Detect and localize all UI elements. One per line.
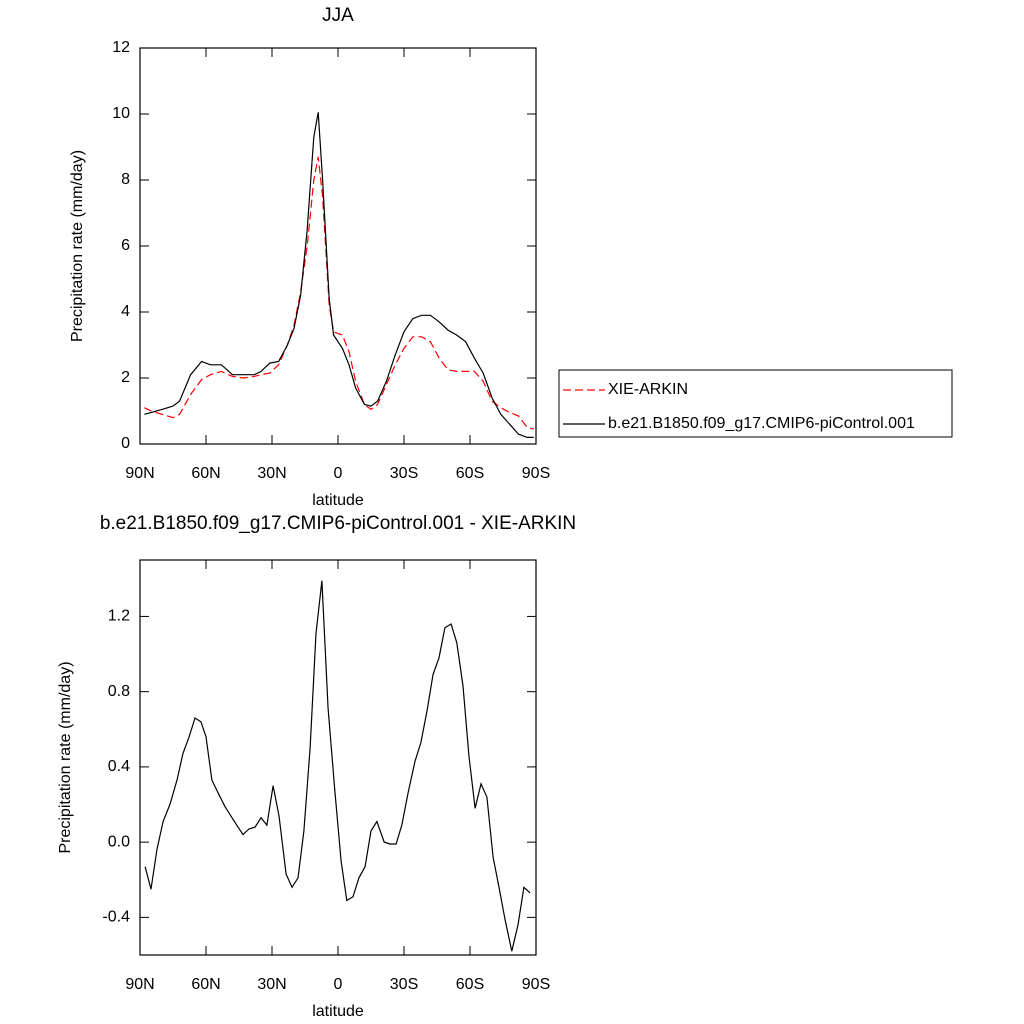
x-tick-label: 90S xyxy=(522,976,550,993)
legend-label: b.e21.B1850.f09_g17.CMIP6-piControl.001 xyxy=(608,415,915,432)
legend-label: XIE-ARKIN xyxy=(608,381,688,398)
x-tick-label: 0 xyxy=(334,976,343,993)
x-tick-label: 30S xyxy=(390,976,418,993)
x-tick-label: 90S xyxy=(522,465,550,482)
chart-title: JJA xyxy=(322,5,354,26)
x-tick-label: 60N xyxy=(191,465,220,482)
plot-frame xyxy=(139,559,537,956)
y-tick-label: 0.4 xyxy=(108,758,130,775)
data-line xyxy=(144,112,534,438)
x-axis-label: latitude xyxy=(312,1003,364,1020)
y-tick-label: 0.0 xyxy=(108,833,130,850)
y-axis-label: Precipitation rate (mm/day) xyxy=(57,661,74,853)
x-tick-label: 60S xyxy=(456,976,484,993)
x-tick-label: 0 xyxy=(334,465,343,482)
y-tick-label: 2 xyxy=(121,369,130,386)
y-tick-label: 6 xyxy=(121,237,130,254)
x-axis-label: latitude xyxy=(312,492,364,509)
plot-frame xyxy=(139,47,537,445)
x-tick-label: 30N xyxy=(257,465,286,482)
legend-box xyxy=(558,369,953,438)
y-tick-label: 4 xyxy=(121,303,130,320)
x-tick-label: 90N xyxy=(125,465,154,482)
y-tick-label: 12 xyxy=(112,39,130,56)
data-line xyxy=(144,580,531,952)
y-tick-label: 0 xyxy=(121,435,130,452)
y-tick-label: 1.2 xyxy=(108,608,130,625)
x-tick-label: 90N xyxy=(125,976,154,993)
x-tick-label: 60S xyxy=(456,465,484,482)
data-line xyxy=(144,156,534,430)
y-tick-label: 0.8 xyxy=(108,683,130,700)
x-tick-label: 30N xyxy=(257,976,286,993)
x-tick-label: 60N xyxy=(191,976,220,993)
x-tick-label: 30S xyxy=(390,465,418,482)
y-tick-label: 8 xyxy=(121,171,130,188)
y-tick-label: 10 xyxy=(112,105,130,122)
chart-title: b.e21.B1850.f09_g17.CMIP6-piControl.001 … xyxy=(100,513,576,534)
y-tick-label: -0.4 xyxy=(102,909,130,926)
y-axis-label: Precipitation rate (mm/day) xyxy=(69,150,86,342)
